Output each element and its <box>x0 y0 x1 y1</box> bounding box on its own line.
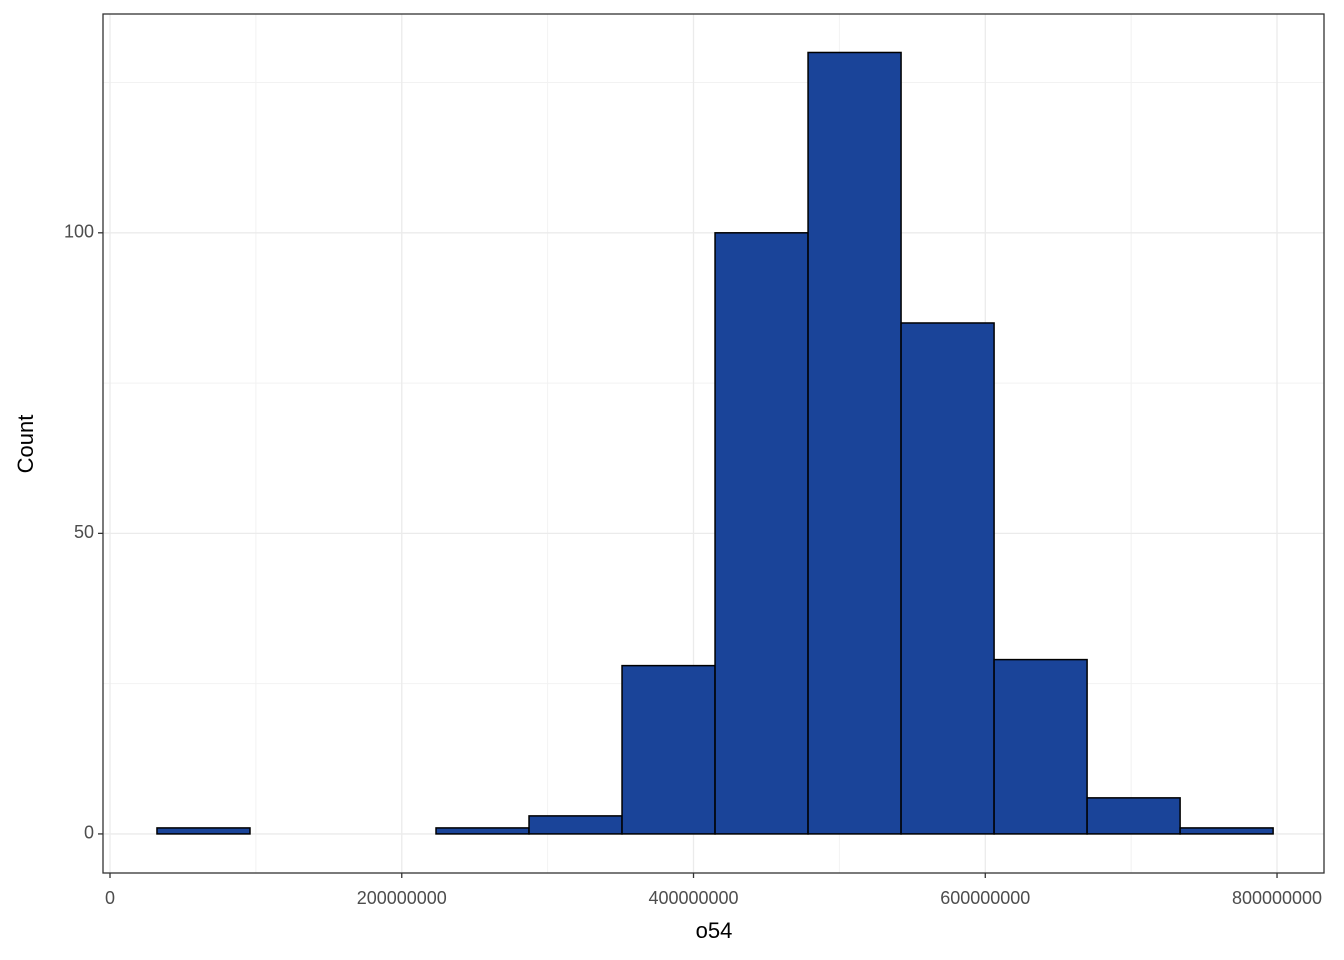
bar <box>714 232 809 835</box>
bar <box>528 815 623 835</box>
bar <box>156 827 251 835</box>
x-tick-label: 400000000 <box>648 888 738 908</box>
bar <box>993 658 1088 835</box>
x-tick-label: 0 <box>105 888 115 908</box>
y-axis-title: Count <box>13 415 38 474</box>
y-tick-label: 100 <box>64 222 94 242</box>
bar <box>1086 797 1181 835</box>
x-axis-title: o54 <box>696 918 733 943</box>
y-tick-label: 50 <box>74 522 94 542</box>
bar <box>621 664 716 835</box>
bar <box>435 827 530 835</box>
plot-border <box>102 13 1325 874</box>
bar <box>900 322 995 835</box>
x-tick-label: 800000000 <box>1232 888 1322 908</box>
y-tick-label: 0 <box>84 823 94 843</box>
x-tick-label: 600000000 <box>940 888 1030 908</box>
x-tick-label: 200000000 <box>357 888 447 908</box>
bar <box>1179 827 1274 835</box>
bar <box>807 51 902 835</box>
